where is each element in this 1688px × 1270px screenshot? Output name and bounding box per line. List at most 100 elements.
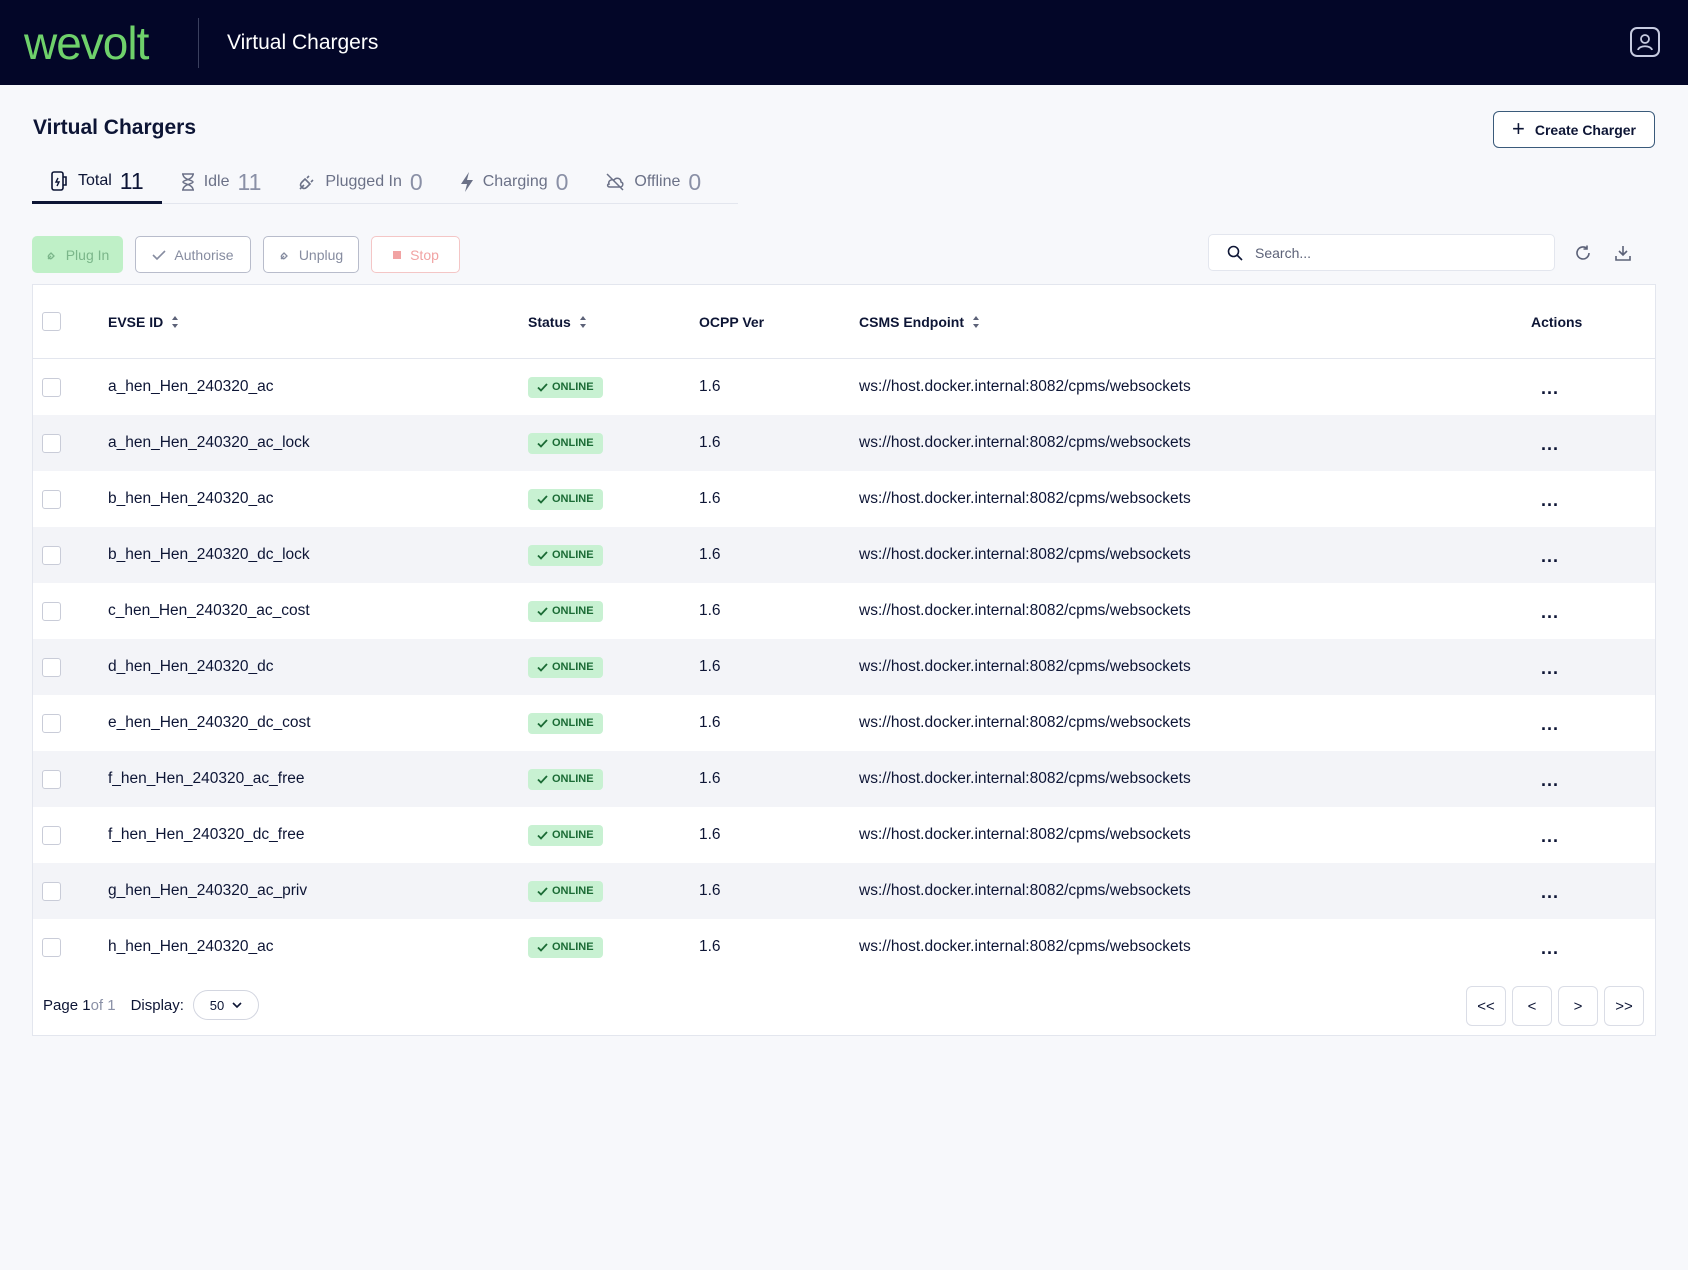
row-actions-button[interactable]: ...: [1541, 377, 1560, 398]
download-button[interactable]: [1612, 242, 1634, 264]
status-badge: ONLINE: [528, 432, 603, 454]
chevron-down-icon: [232, 1001, 242, 1008]
status-label: ONLINE: [552, 381, 594, 393]
check-icon: [537, 830, 548, 840]
wevolt-logo[interactable]: wevolt: [24, 19, 172, 67]
logo-text: wevolt: [24, 19, 150, 67]
unplug-button[interactable]: Unplug: [263, 236, 359, 273]
tab-charging[interactable]: Charging 0: [441, 161, 587, 203]
row-actions-button[interactable]: ...: [1541, 601, 1560, 622]
row-actions-button[interactable]: ...: [1541, 881, 1560, 902]
column-evse-id[interactable]: EVSE ID: [108, 314, 179, 330]
status-label: ONLINE: [552, 829, 594, 841]
evse-id-cell: a_hen_Hen_240320_ac_lock: [108, 434, 310, 451]
last-page-button[interactable]: >>: [1604, 986, 1644, 1026]
search-input[interactable]: [1255, 244, 1535, 261]
table-row[interactable]: d_hen_Hen_240320_dc ONLINE 1.6 ws://host.do…: [33, 639, 1655, 695]
table-row[interactable]: f_hen_Hen_240320_ac_free ONLINE 1.6 ws://ho…: [33, 751, 1655, 807]
table-row[interactable]: b_hen_Hen_240320_dc_lock ONLINE 1.6 ws://ho…: [33, 527, 1655, 583]
ocpp-cell: 1.6: [699, 882, 721, 899]
row-checkbox[interactable]: [42, 489, 61, 509]
top-bar: wevolt Virtual Chargers: [0, 0, 1688, 85]
row-actions-button[interactable]: ...: [1541, 825, 1560, 846]
row-checkbox[interactable]: [42, 545, 61, 565]
status-label: ONLINE: [552, 717, 594, 729]
tab-offline-label: Offline: [634, 173, 681, 190]
tab-total-label: Total: [78, 172, 112, 189]
csms-cell: ws://host.docker.internal:8082/cpms/webs…: [859, 882, 1191, 899]
row-checkbox[interactable]: [42, 937, 61, 957]
refresh-icon: [1576, 245, 1590, 260]
check-icon: [537, 438, 548, 448]
row-actions-button[interactable]: ...: [1541, 545, 1560, 566]
tab-idle-label: Idle: [203, 173, 230, 190]
table-row[interactable]: a_hen_Hen_240320_ac ONLINE 1.6 ws://host.do…: [33, 359, 1655, 415]
row-checkbox[interactable]: [42, 377, 61, 397]
row-actions-button[interactable]: ...: [1541, 769, 1560, 790]
tab-charging-count: 0: [555, 168, 569, 195]
csms-cell: ws://host.docker.internal:8082/cpms/webs…: [859, 434, 1191, 451]
page-size-select[interactable]: 50: [192, 990, 259, 1020]
status-label: ONLINE: [552, 885, 594, 897]
row-checkbox[interactable]: [42, 769, 61, 789]
plug-icon: [47, 251, 55, 259]
page-info: Page 1of 1: [43, 997, 116, 1014]
status-cell: ONLINE: [528, 544, 603, 566]
status-badge: ONLINE: [528, 936, 603, 958]
evse-id-cell: g_hen_Hen_240320_ac_priv: [108, 882, 308, 899]
current-page: 1: [82, 996, 91, 1014]
table-footer: Page 1of 1 Display: 50 << < > >>: [33, 975, 1655, 1035]
evse-id-cell: c_hen_Hen_240320_ac_cost: [108, 602, 310, 619]
tab-offline[interactable]: Offline 0: [586, 161, 719, 203]
check-icon: [537, 382, 548, 392]
row-checkbox[interactable]: [42, 601, 61, 621]
table-row[interactable]: f_hen_Hen_240320_dc_free ONLINE 1.6 ws://ho…: [33, 807, 1655, 863]
row-actions-button[interactable]: ...: [1541, 937, 1560, 958]
tab-plugged-in[interactable]: Plugged In 0: [279, 161, 440, 203]
create-charger-button[interactable]: + Create Charger: [1493, 111, 1655, 148]
table-row[interactable]: b_hen_Hen_240320_ac ONLINE 1.6 ws://host.do…: [33, 471, 1655, 527]
status-badge: ONLINE: [528, 488, 603, 510]
evse-id-cell: h_hen_Hen_240320_ac: [108, 938, 274, 955]
row-checkbox[interactable]: [42, 825, 61, 845]
refresh-button[interactable]: [1572, 242, 1594, 264]
ocpp-cell: 1.6: [699, 490, 721, 507]
stop-label: Stop: [410, 246, 439, 263]
user-account-button[interactable]: [1630, 27, 1660, 57]
tab-total[interactable]: Total 11: [32, 161, 162, 204]
tab-idle[interactable]: Idle 11: [162, 161, 280, 203]
table-body: a_hen_Hen_240320_ac ONLINE 1.6 ws://host.do…: [33, 359, 1655, 975]
first-page-button[interactable]: <<: [1466, 986, 1506, 1026]
authorise-button[interactable]: Authorise: [135, 236, 251, 273]
table-row[interactable]: e_hen_Hen_240320_dc_cost ONLINE 1.6 ws://ho…: [33, 695, 1655, 751]
stop-icon: [393, 250, 402, 259]
row-actions-button[interactable]: ...: [1541, 489, 1560, 510]
bolt-icon: [460, 172, 473, 192]
evse-id-cell: e_hen_Hen_240320_dc_cost: [108, 714, 311, 731]
status-cell: ONLINE: [528, 936, 603, 958]
row-actions-button[interactable]: ...: [1541, 713, 1560, 734]
table-row[interactable]: c_hen_Hen_240320_ac_cost ONLINE 1.6 ws://ho…: [33, 583, 1655, 639]
stop-button[interactable]: Stop: [371, 236, 460, 273]
unplug-label: Unplug: [298, 246, 344, 263]
plug-in-button[interactable]: Plug In: [32, 236, 123, 273]
prev-page-button[interactable]: <: [1512, 986, 1552, 1026]
next-page-button[interactable]: >: [1558, 986, 1598, 1026]
ocpp-cell: 1.6: [699, 770, 721, 787]
row-checkbox[interactable]: [42, 881, 61, 901]
sort-icon: [579, 315, 586, 328]
table-row[interactable]: h_hen_Hen_240320_ac ONLINE 1.6 ws://host.do…: [33, 919, 1655, 975]
select-all-checkbox[interactable]: [42, 312, 61, 331]
csms-cell: ws://host.docker.internal:8082/cpms/webs…: [859, 490, 1191, 507]
row-checkbox[interactable]: [42, 433, 61, 453]
table-row[interactable]: a_hen_Hen_240320_ac_lock ONLINE 1.6 ws://ho…: [33, 415, 1655, 471]
column-csms[interactable]: CSMS Endpoint: [859, 314, 980, 330]
table-row[interactable]: g_hen_Hen_240320_ac_priv ONLINE 1.6 ws://ho…: [33, 863, 1655, 919]
row-checkbox[interactable]: [42, 713, 61, 733]
status-label: ONLINE: [552, 437, 594, 449]
row-actions-button[interactable]: ...: [1541, 433, 1560, 454]
row-checkbox[interactable]: [42, 657, 61, 677]
column-status[interactable]: Status: [528, 314, 587, 330]
ocpp-cell: 1.6: [699, 826, 721, 843]
row-actions-button[interactable]: ...: [1541, 657, 1560, 678]
